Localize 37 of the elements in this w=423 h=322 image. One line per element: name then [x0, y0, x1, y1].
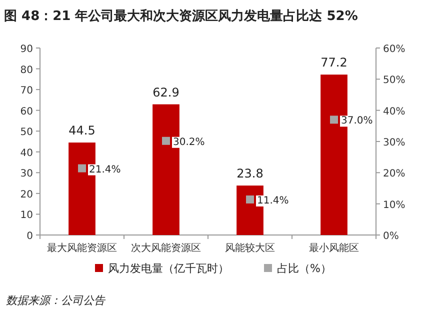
x-tick-label: 最大风能资源区 [47, 242, 117, 254]
point [162, 136, 170, 145]
y2-tick-label: 60% [383, 44, 406, 55]
data-label: 21.4% [89, 164, 121, 176]
y-tick-label: 0 [26, 231, 33, 242]
legend-label: 占比（%） [277, 262, 332, 275]
x-tick-label: 风能较大区 [225, 242, 275, 254]
data-label: 77.2 [320, 56, 348, 70]
y-tick-label: 40 [20, 148, 33, 159]
y-tick-label: 70 [20, 86, 33, 97]
chart-title: 图 48：21 年公司最大和次大资源区风力发电量占比达 52% [4, 8, 358, 24]
x-tick-label: 次大风能资源区 [131, 242, 201, 254]
y2-tick-label: 30% [383, 138, 406, 148]
data-label: 11.4% [257, 195, 289, 206]
data-label: 37.0% [341, 116, 373, 127]
x-tick-label: 最小风能区 [309, 242, 359, 254]
data-label: 30.2% [173, 136, 205, 148]
y2-tick-label: 40% [383, 106, 406, 118]
y-tick-label: 30 [20, 168, 33, 180]
y2-tick-label: 50% [383, 75, 406, 86]
point [246, 195, 254, 204]
y-tick-label: 80 [20, 64, 33, 76]
y-tick-label: 90 [20, 44, 33, 55]
data-label: 44.5 [68, 124, 96, 138]
point [330, 116, 338, 124]
y-tick-label: 50 [20, 127, 33, 138]
y2-tick-label: 10% [383, 200, 406, 211]
data-label: 23.8 [236, 166, 264, 181]
y-tick-label: 60 [20, 106, 33, 118]
y-tick-label: 20 [20, 189, 33, 200]
legend-label: 风力发电量（亿千瓦时） [108, 262, 229, 275]
data-label: 62.9 [152, 85, 180, 100]
source-note: 数据来源：公司公告 [6, 294, 106, 307]
y2-tick-label: 0% [383, 231, 399, 242]
y2-tick-label: 20% [383, 168, 406, 180]
point [78, 164, 86, 172]
y-tick-label: 10 [20, 210, 33, 222]
